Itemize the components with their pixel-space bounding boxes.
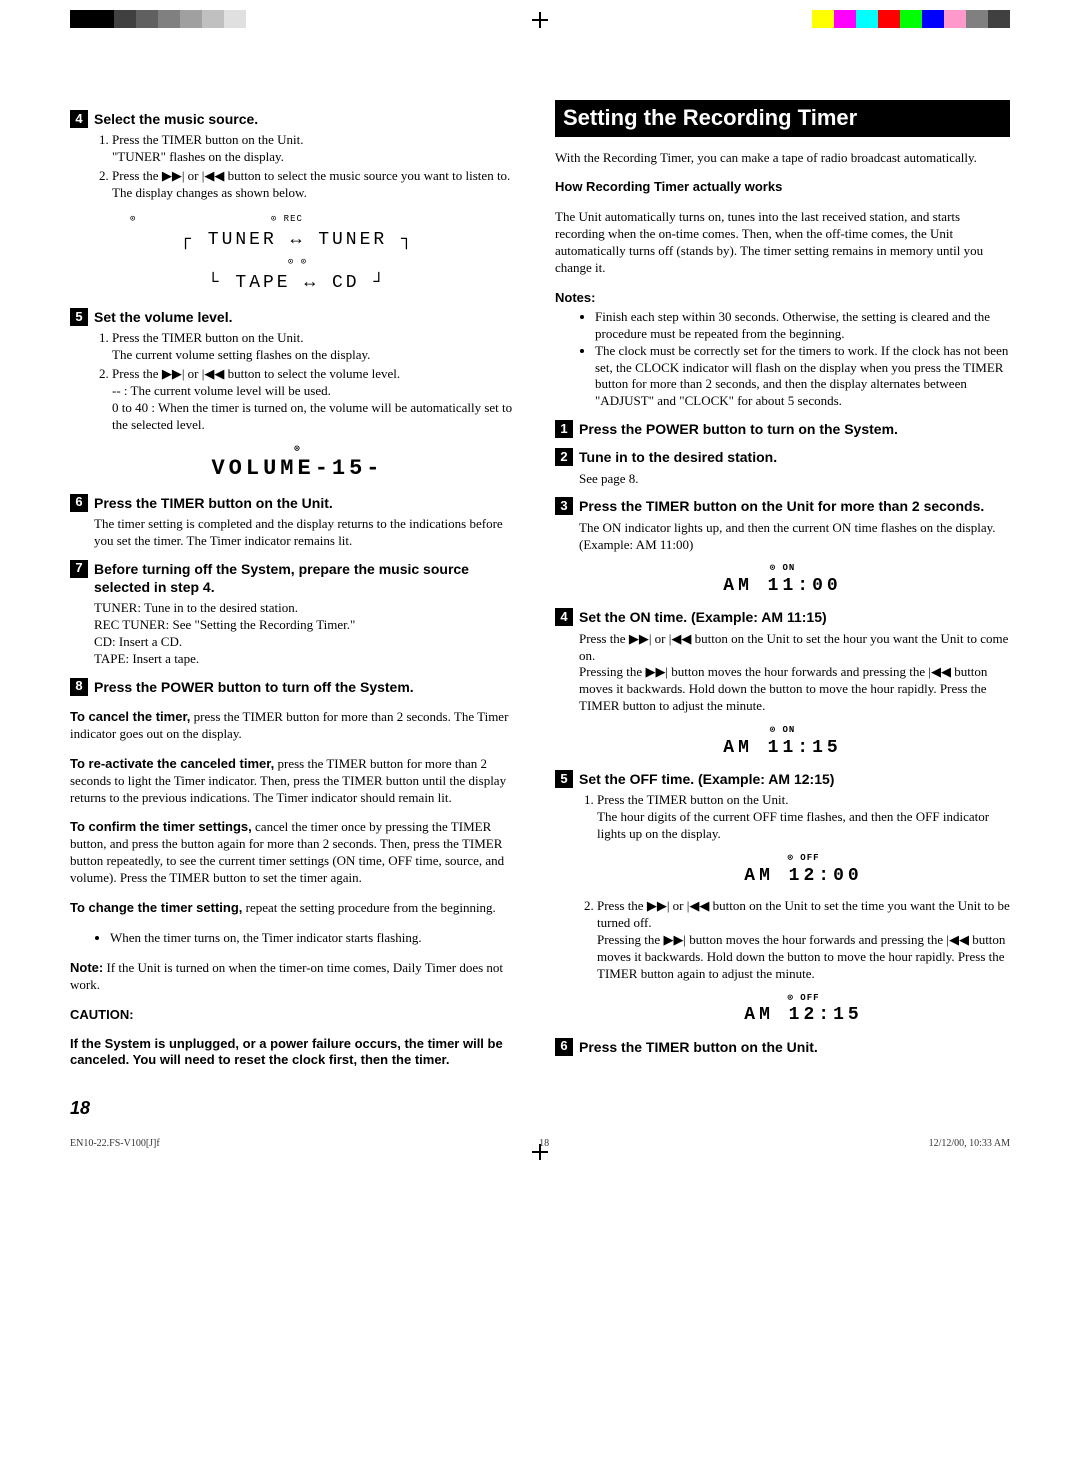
step-7-body: TUNER: Tune in to the desired station. R… xyxy=(94,600,525,668)
list-item: Press the ▶▶| or |◀◀ button to select th… xyxy=(112,168,525,202)
change-timer-paragraph: To change the timer setting, repeat the … xyxy=(70,900,525,917)
page-number: 18 xyxy=(70,1097,1010,1120)
step-title: Press the TIMER button on the Unit. xyxy=(579,1038,1010,1056)
step-title: Press the POWER button to turn on the Sy… xyxy=(579,420,1010,438)
step-5-list: Press the TIMER button on the Unit. The … xyxy=(94,330,525,433)
step-4-heading: 4 Select the music source. xyxy=(70,110,525,128)
volume-lcd: ⊙ VOLUME-15- xyxy=(70,444,525,484)
list-item: Press the TIMER button on the Unit. The … xyxy=(112,330,525,364)
step-number: 8 xyxy=(70,678,88,696)
step-title: Set the ON time. (Example: AM 11:15) xyxy=(579,608,1010,626)
r-step-3-heading: 3 Press the TIMER button on the Unit for… xyxy=(555,497,1010,515)
r-step-6-heading: 6 Press the TIMER button on the Unit. xyxy=(555,1038,1010,1056)
r-step-1-heading: 1 Press the POWER button to turn on the … xyxy=(555,420,1010,438)
step-number: 3 xyxy=(555,497,573,515)
step-number: 4 xyxy=(555,608,573,626)
list-item: Press the ▶▶| or |◀◀ button on the Unit … xyxy=(597,898,1010,1028)
step-number: 1 xyxy=(555,420,573,438)
r-step-4-heading: 4 Set the ON time. (Example: AM 11:15) xyxy=(555,608,1010,626)
step-8-heading: 8 Press the POWER button to turn off the… xyxy=(70,678,525,696)
step-title: Select the music source. xyxy=(94,110,525,128)
step-7-heading: 7 Before turning off the System, prepare… xyxy=(70,560,525,596)
list-item: The clock must be correctly set for the … xyxy=(595,343,1010,411)
right-column: Setting the Recording Timer With the Rec… xyxy=(555,100,1010,1069)
step-title: Press the TIMER button on the Unit. xyxy=(94,494,525,512)
step-number: 6 xyxy=(555,1038,573,1056)
daily-timer-note: Note: If the Unit is turned on when the … xyxy=(70,960,525,994)
register-mark-bottom xyxy=(532,1144,548,1160)
reactivate-timer-paragraph: To re-activate the canceled timer, press… xyxy=(70,756,525,807)
step-number: 6 xyxy=(70,494,88,512)
step-title: Set the volume level. xyxy=(94,308,525,326)
caution-body: If the System is unplugged, or a power f… xyxy=(70,1036,525,1070)
notes-list: Finish each step within 30 seconds. Othe… xyxy=(579,309,1010,410)
manual-page: 4 Select the music source. Press the TIM… xyxy=(0,0,1080,1190)
caution-heading: CAUTION: xyxy=(70,1007,525,1024)
color-calibration-bar xyxy=(0,10,1080,28)
r-step-3-body: The ON indicator lights up, and then the… xyxy=(579,520,1010,554)
notes-heading: Notes: xyxy=(555,290,1010,307)
r-step-2-heading: 2 Tune in to the desired station. xyxy=(555,448,1010,466)
step-number: 7 xyxy=(70,560,88,578)
how-works-body: The Unit automatically turns on, tunes i… xyxy=(555,209,1010,277)
list-item: When the timer turns on, the Timer indic… xyxy=(110,930,525,947)
r-step-5-list: Press the TIMER button on the Unit. The … xyxy=(579,792,1010,1027)
r-step-2-body: See page 8. xyxy=(579,471,1010,488)
step-number: 5 xyxy=(555,770,573,788)
step-title: Set the OFF time. (Example: AM 12:15) xyxy=(579,770,1010,788)
how-works-heading: How Recording Timer actually works xyxy=(555,179,1010,196)
step-number: 4 xyxy=(70,110,88,128)
two-column-layout: 4 Select the music source. Press the TIM… xyxy=(70,100,1010,1069)
lcd-off-1215: ⊙ OFF AM 12:15 xyxy=(597,993,1010,1028)
step-title: Press the POWER button to turn off the S… xyxy=(94,678,525,696)
list-item: Press the TIMER button on the Unit. The … xyxy=(597,792,1010,888)
footer-filename: EN10-22.FS-V100[J]f xyxy=(70,1137,160,1150)
list-item: Finish each step within 30 seconds. Othe… xyxy=(595,309,1010,343)
step-title: Before turning off the System, prepare t… xyxy=(94,560,525,596)
music-source-diagram: ⊙ ⊙ REC ┌ TUNER ↔ TUNER ┐ ⊙ ⊙ └ TAPE ↔ C… xyxy=(70,212,525,298)
step-number: 2 xyxy=(555,448,573,466)
step-6-heading: 6 Press the TIMER button on the Unit. xyxy=(70,494,525,512)
confirm-timer-paragraph: To confirm the timer settings, cancel th… xyxy=(70,819,525,887)
section-title: Setting the Recording Timer xyxy=(555,100,1010,137)
list-item: Press the TIMER button on the Unit. "TUN… xyxy=(112,132,525,166)
step-title: Tune in to the desired station. xyxy=(579,448,1010,466)
lcd-on-1100: ⊙ ON AM 11:00 xyxy=(555,563,1010,598)
timer-bullet-list: When the timer turns on, the Timer indic… xyxy=(94,930,525,947)
footer-timestamp: 12/12/00, 10:33 AM xyxy=(929,1137,1010,1150)
step-4-list: Press the TIMER button on the Unit. "TUN… xyxy=(94,132,525,202)
lcd-off-1200: ⊙ OFF AM 12:00 xyxy=(597,853,1010,888)
intro-paragraph: With the Recording Timer, you can make a… xyxy=(555,150,1010,167)
r-step-4-body: Press the ▶▶| or |◀◀ button on the Unit … xyxy=(579,631,1010,715)
r-step-5-heading: 5 Set the OFF time. (Example: AM 12:15) xyxy=(555,770,1010,788)
step-5-heading: 5 Set the volume level. xyxy=(70,308,525,326)
step-number: 5 xyxy=(70,308,88,326)
list-item: Press the ▶▶| or |◀◀ button to select th… xyxy=(112,366,525,434)
step-title: Press the TIMER button on the Unit for m… xyxy=(579,497,1010,515)
lcd-on-1115: ⊙ ON AM 11:15 xyxy=(555,725,1010,760)
step-6-body: The timer setting is completed and the d… xyxy=(94,516,525,550)
cancel-timer-paragraph: To cancel the timer, press the TIMER but… xyxy=(70,709,525,743)
left-column: 4 Select the music source. Press the TIM… xyxy=(70,100,525,1069)
